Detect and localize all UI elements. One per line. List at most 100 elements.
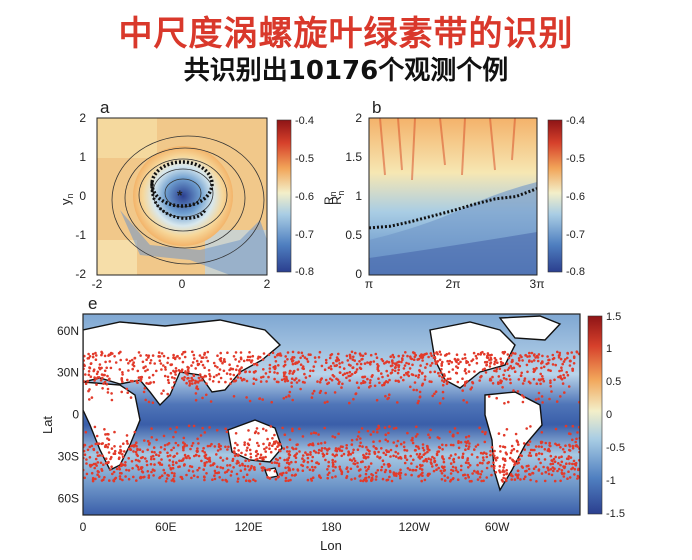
eddy-point bbox=[119, 477, 122, 481]
eddy-point bbox=[301, 469, 305, 473]
panel-a-xtick: 2 bbox=[264, 277, 271, 291]
eddy-point bbox=[350, 478, 353, 481]
eddy-point bbox=[430, 380, 433, 384]
eddy-point bbox=[311, 455, 315, 459]
eddy-point bbox=[349, 356, 352, 360]
eddy-point bbox=[411, 441, 415, 445]
eddy-point bbox=[537, 445, 541, 448]
eddy-point bbox=[218, 368, 222, 371]
eddy-point bbox=[397, 354, 401, 358]
eddy-point bbox=[444, 353, 448, 357]
eddy-point bbox=[378, 456, 381, 460]
eddy-point bbox=[486, 461, 490, 465]
eddy-point bbox=[430, 361, 434, 365]
eddy-point bbox=[352, 457, 356, 460]
eddy-point bbox=[258, 397, 262, 400]
eddy-point bbox=[493, 356, 497, 360]
eddy-point bbox=[286, 351, 290, 354]
eddy-point bbox=[397, 365, 401, 369]
eddy-point bbox=[198, 373, 202, 376]
eddy-point bbox=[509, 381, 512, 385]
eddy-point bbox=[474, 445, 478, 448]
eddy-point bbox=[377, 424, 380, 428]
eddy-point bbox=[190, 364, 193, 367]
eddy-point bbox=[160, 368, 163, 371]
eddy-point bbox=[201, 449, 204, 453]
eddy-point bbox=[248, 370, 251, 374]
eddy-point bbox=[122, 442, 125, 446]
eddy-point bbox=[369, 353, 373, 357]
eddy-point bbox=[522, 395, 526, 399]
eddy-point bbox=[166, 473, 169, 477]
eddy-point bbox=[100, 373, 104, 376]
eddy-point bbox=[418, 463, 422, 467]
eddy-point bbox=[509, 364, 512, 368]
eddy-point bbox=[102, 478, 105, 482]
eddy-point bbox=[326, 476, 330, 480]
eddy-point bbox=[205, 382, 208, 385]
eddy-point bbox=[480, 479, 483, 483]
eddy-point bbox=[447, 362, 451, 366]
eddy-point bbox=[100, 366, 103, 370]
eddy-point bbox=[137, 351, 141, 354]
eddy-point bbox=[401, 358, 404, 362]
eddy-point bbox=[225, 457, 229, 460]
eddy-point bbox=[348, 401, 351, 405]
eddy-point bbox=[256, 452, 260, 456]
eddy-point bbox=[158, 359, 162, 363]
eddy-point bbox=[320, 447, 324, 450]
eddy-point bbox=[463, 382, 467, 385]
eddy-point bbox=[314, 360, 317, 364]
eddy-point bbox=[348, 379, 352, 382]
eddy-point bbox=[397, 456, 401, 460]
eddy-point bbox=[496, 361, 499, 365]
eddy-point bbox=[356, 448, 360, 452]
eddy-point bbox=[386, 478, 390, 482]
eddy-point bbox=[490, 473, 493, 477]
eddy-point bbox=[188, 456, 191, 460]
eddy-point bbox=[216, 465, 219, 469]
eddy-point bbox=[446, 381, 449, 384]
eddy-point bbox=[283, 433, 287, 437]
panel-a-cbar-tick: -0.5 bbox=[295, 153, 314, 165]
eddy-point bbox=[306, 360, 310, 363]
eddy-point bbox=[175, 461, 178, 465]
eddy-point bbox=[353, 462, 357, 466]
eddy-point bbox=[495, 369, 498, 373]
eddy-point bbox=[166, 375, 170, 379]
eddy-point bbox=[290, 385, 294, 388]
eddy-point bbox=[293, 474, 297, 477]
eddy-point bbox=[221, 361, 224, 365]
eddy-point bbox=[247, 459, 251, 462]
eddy-point bbox=[349, 364, 352, 367]
eddy-point bbox=[85, 472, 89, 476]
eddy-point bbox=[332, 375, 336, 378]
eddy-point bbox=[318, 391, 322, 395]
eddy-point bbox=[169, 466, 172, 470]
eddy-point bbox=[520, 465, 524, 468]
eddy-point bbox=[175, 426, 179, 429]
eddy-point bbox=[415, 388, 419, 392]
eddy-point bbox=[96, 461, 100, 464]
eddy-point bbox=[323, 426, 327, 430]
eddy-point bbox=[273, 371, 276, 374]
eddy-point bbox=[496, 456, 499, 460]
eddy-point bbox=[311, 476, 315, 480]
eddy-point bbox=[270, 400, 274, 404]
eddy-point bbox=[495, 367, 499, 371]
eddy-point bbox=[208, 456, 211, 460]
eddy-point bbox=[489, 362, 492, 365]
eddy-point bbox=[568, 364, 572, 367]
eddy-point bbox=[459, 441, 463, 444]
eddy-point bbox=[461, 456, 464, 459]
eddy-point bbox=[457, 446, 461, 450]
eddy-point bbox=[572, 362, 576, 365]
eddy-point bbox=[208, 458, 211, 462]
eddy-point bbox=[247, 429, 250, 432]
eddy-point bbox=[216, 366, 219, 369]
eddy-point bbox=[235, 472, 239, 476]
eddy-point bbox=[331, 465, 335, 468]
eddy-point bbox=[399, 376, 403, 379]
eddy-point bbox=[302, 459, 306, 462]
eddy-point bbox=[384, 453, 388, 457]
